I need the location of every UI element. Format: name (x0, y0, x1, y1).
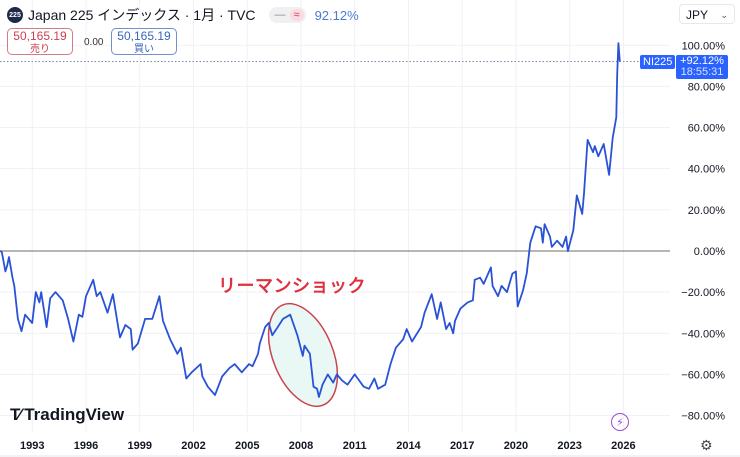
sell-label: 売り (30, 44, 50, 55)
x-tick-label: 2008 (289, 440, 313, 452)
series-line (0, 42, 621, 398)
currency-value: JPY (686, 8, 709, 22)
sell-button[interactable]: 50,165.19 売り (7, 28, 73, 55)
y-axis: 100.00% 80.00% 60.00% 40.00% 20.00% 0.00% −20.… (681, 40, 725, 422)
buy-label: 買い (134, 44, 154, 55)
tradingview-wordmark: TradingView (24, 405, 125, 424)
x-tick-label: 2005 (235, 440, 259, 452)
y-tick-label: −60.00% (681, 369, 725, 381)
minus-icon[interactable]: — (274, 9, 286, 21)
symbol-title[interactable]: Japan 225 インデックス · 1月 · TVC (28, 7, 256, 23)
tradingview-mark-icon: T⁄ (10, 405, 21, 424)
display-toggle[interactable]: — ≈ (268, 7, 306, 23)
x-tick-label: 2002 (181, 440, 205, 452)
sell-price: 50,165.19 (13, 29, 67, 43)
x-tick-label: 2011 (343, 440, 367, 452)
symbol-header: 225 Japan 225 インデックス · 1月 · TVC — ≈ 92.1… (7, 5, 359, 25)
y-tick-label: −80.00% (681, 411, 725, 423)
y-tick-label: −20.00% (681, 287, 725, 299)
y-tick-label: 0.00% (694, 246, 725, 258)
countdown-time: 18:55:31 (680, 66, 724, 78)
y-tick-label: 100.00% (682, 40, 726, 52)
wave-icon[interactable]: ≈ (289, 9, 304, 21)
currency-select[interactable]: JPY ⌄ (679, 4, 735, 24)
y-tick-label: 60.00% (688, 123, 726, 135)
tradingview-logo[interactable]: T⁄ TradingView (10, 405, 124, 425)
buy-price: 50,165.19 (117, 29, 171, 43)
settings-gear-icon[interactable]: ⚙ (700, 437, 713, 453)
x-tick-label: 2020 (504, 440, 528, 452)
x-tick-label: 2014 (396, 440, 421, 452)
change-percent: 92.12% (314, 7, 359, 23)
x-tick-label: 2023 (557, 440, 581, 452)
x-tick-label: 1993 (20, 440, 44, 452)
buy-button[interactable]: 50,165.19 買い (111, 28, 177, 55)
y-tick-label: 80.00% (688, 81, 726, 93)
y-tick-label: 40.00% (688, 164, 726, 176)
x-tick-label: 2017 (450, 440, 474, 452)
chevron-down-icon: ⌄ (720, 10, 728, 20)
symbol-logo: 225 (7, 7, 23, 23)
lehman-annotation[interactable]: リーマンショック (218, 276, 366, 296)
x-tick-label: 1999 (127, 440, 151, 452)
y-tick-label: 20.00% (688, 205, 726, 217)
x-axis: 1993 1996 1999 2002 2005 2008 2011 2014 2017 2020… (20, 440, 636, 452)
y-tick-label: −40.00% (681, 328, 725, 340)
last-value: +92.12% (680, 55, 724, 67)
x-tick-label: 1996 (74, 440, 98, 452)
symbol-tag: NI225 (640, 55, 676, 69)
x-tick-label: 2026 (611, 440, 635, 452)
lightning-icon[interactable]: ⚡︎ (611, 413, 629, 431)
spread-value: 0.00 (84, 37, 104, 48)
last-value-tag: +92.12% 18:55:31 (676, 55, 728, 79)
